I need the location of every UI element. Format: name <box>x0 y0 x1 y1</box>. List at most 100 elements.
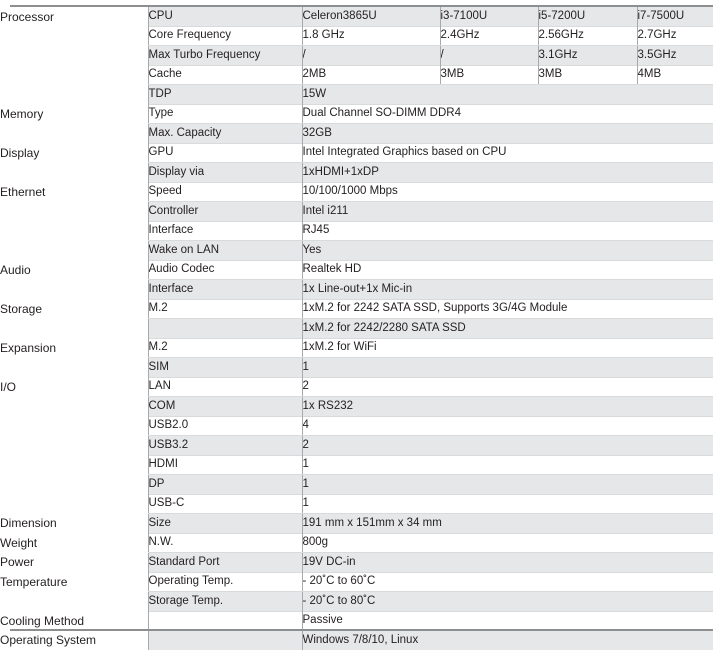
row-value-variant-3: 2.56GHz <box>537 25 637 46</box>
row-value: 15W <box>301 84 713 104</box>
row-value-variant-1: 2MB <box>301 64 440 85</box>
row-value: 2 <box>301 376 713 397</box>
row-value: - 20˚C to 60˚C <box>301 571 713 592</box>
row-item-label: HDMI <box>147 454 302 475</box>
table-row: USB2.0 4 <box>0 415 713 436</box>
row-group-label <box>0 474 148 494</box>
row-item-label: SIM <box>147 357 302 377</box>
table-row: I/O LAN 2 <box>0 376 713 397</box>
row-item-label: Speed <box>147 181 302 202</box>
row-group-label <box>0 279 148 299</box>
row-value: 4 <box>301 415 713 436</box>
row-item-label: USB-C <box>147 493 302 514</box>
row-item-label <box>147 630 302 650</box>
row-item-label: Wake on LAN <box>147 240 302 260</box>
row-group-label: Dimension <box>0 513 148 533</box>
row-value: 19V DC-in <box>301 552 713 572</box>
row-item-label: M.2 <box>147 337 302 358</box>
row-value: Windows 7/8/10, Linux <box>301 630 713 650</box>
row-group-label <box>0 591 148 611</box>
row-group-label <box>0 201 148 221</box>
row-item-label: Controller <box>147 201 302 221</box>
row-item-label: Cache <box>147 64 302 85</box>
row-value-variant-2: i3-7100U <box>439 7 538 26</box>
row-value: 32GB <box>301 123 713 143</box>
row-item-label: M.2 <box>147 298 302 319</box>
row-value: 1 <box>301 454 713 475</box>
row-value-variant-1: Celeron3865U <box>301 7 440 26</box>
row-item-label: Standard Port <box>147 552 302 572</box>
row-group-label <box>0 240 148 260</box>
table-row: HDMI 1 <box>0 454 713 475</box>
row-group-label: Processor <box>0 7 148 26</box>
row-item-label: Size <box>147 513 302 533</box>
table-row: Max Turbo Frequency //3.1GHz 3.5GHz <box>0 45 713 65</box>
table-row: Controller Intel i211 <box>0 201 713 221</box>
row-item-label: N.W. <box>147 532 302 553</box>
row-item-label <box>147 318 302 338</box>
row-group-label: Temperature <box>0 572 148 592</box>
table-row: Operating System Windows 7/8/10, Linux <box>0 630 713 650</box>
table-row: Audio Audio Codec Realtek HD <box>0 259 713 280</box>
row-value: 1x Line-out+1x Mic-in <box>301 279 713 299</box>
row-item-label: Type <box>147 103 302 124</box>
table-row: 1xM.2 for 2242/2280 SATA SSD <box>0 318 713 338</box>
table-row: Storage Temp. - 20˚C to 80˚C <box>0 591 713 611</box>
row-group-label <box>0 455 148 475</box>
row-value: Yes <box>301 240 713 260</box>
table-row: TDP 15W <box>0 84 713 104</box>
row-group-label: Power <box>0 552 148 572</box>
table-row: Core Frequency 1.8 GHz 2.4GHz 2.56GHz 2.7GHz <box>0 25 713 46</box>
row-value: 1xM.2 for WiFi <box>301 337 713 358</box>
row-item-label: TDP <box>147 84 302 104</box>
table-row: Processor CPU Celeron3865U i3-7100U i5-7200U… <box>0 7 713 26</box>
row-item-label: Core Frequency <box>147 25 302 46</box>
row-item-label: Display via <box>147 162 302 182</box>
row-item-label <box>147 610 302 631</box>
row-value: - 20˚C to 80˚C <box>301 591 713 611</box>
table-row: Wake on LAN Yes <box>0 240 713 260</box>
row-group-label <box>0 396 148 416</box>
row-group-label <box>0 65 148 85</box>
row-value-variant-4: 3.5GHz <box>636 45 713 65</box>
row-value-variant-3: 3.1GHz <box>537 45 637 65</box>
row-item-label: Max Turbo Frequency <box>147 45 302 65</box>
table-row: Expansion M.2 1xM.2 for WiFi <box>0 337 713 358</box>
row-item-label: USB3.2 <box>147 435 302 455</box>
row-group-label <box>0 357 148 377</box>
table-row: Ethernet Speed 10/100/1000 Mbps <box>0 181 713 202</box>
row-value: 1x RS232 <box>301 396 713 416</box>
row-value-variant-2: / <box>439 45 538 65</box>
row-group-label: Memory <box>0 104 148 124</box>
row-value-variant-4: 2.7GHz <box>636 25 713 46</box>
row-group-label <box>0 26 148 46</box>
table-row: Interface 1x Line-out+1x Mic-in <box>0 279 713 299</box>
row-value-variant-1: / <box>301 45 440 65</box>
row-value: 1xM.2 for 2242/2280 SATA SSD <box>301 318 713 338</box>
row-item-label: DP <box>147 474 302 494</box>
row-group-label: Audio <box>0 260 148 280</box>
table-row: DP 1 <box>0 474 713 494</box>
table-row: Storage M.2 1xM.2 for 2242 SATA SSD, Suppo… <box>0 298 713 319</box>
table-row: USB-C 1 <box>0 493 713 514</box>
row-group-label: Cooling Method <box>0 611 148 631</box>
row-group-label <box>0 318 148 338</box>
table-row: USB3.2 2 <box>0 435 713 455</box>
row-item-label: Audio Codec <box>147 259 302 280</box>
row-value-variant-3: 3MB <box>537 64 637 85</box>
row-group-label: Ethernet <box>0 182 148 202</box>
row-value-variant-1: 1.8 GHz <box>301 25 440 46</box>
row-group-label: I/O <box>0 377 148 397</box>
row-value: 1xM.2 for 2242 SATA SSD, Supports 3G/4G … <box>301 298 713 319</box>
row-value: 1xHDMI+1xDP <box>301 162 713 182</box>
row-group-label <box>0 435 148 455</box>
row-group-label <box>0 494 148 514</box>
row-value: 10/100/1000 Mbps <box>301 181 713 202</box>
row-item-label: CPU <box>147 7 302 26</box>
row-group-label <box>0 162 148 182</box>
row-value: Intel i211 <box>301 201 713 221</box>
row-item-label: Storage Temp. <box>147 591 302 611</box>
row-item-label: COM <box>147 396 302 416</box>
row-group-label <box>0 123 148 143</box>
